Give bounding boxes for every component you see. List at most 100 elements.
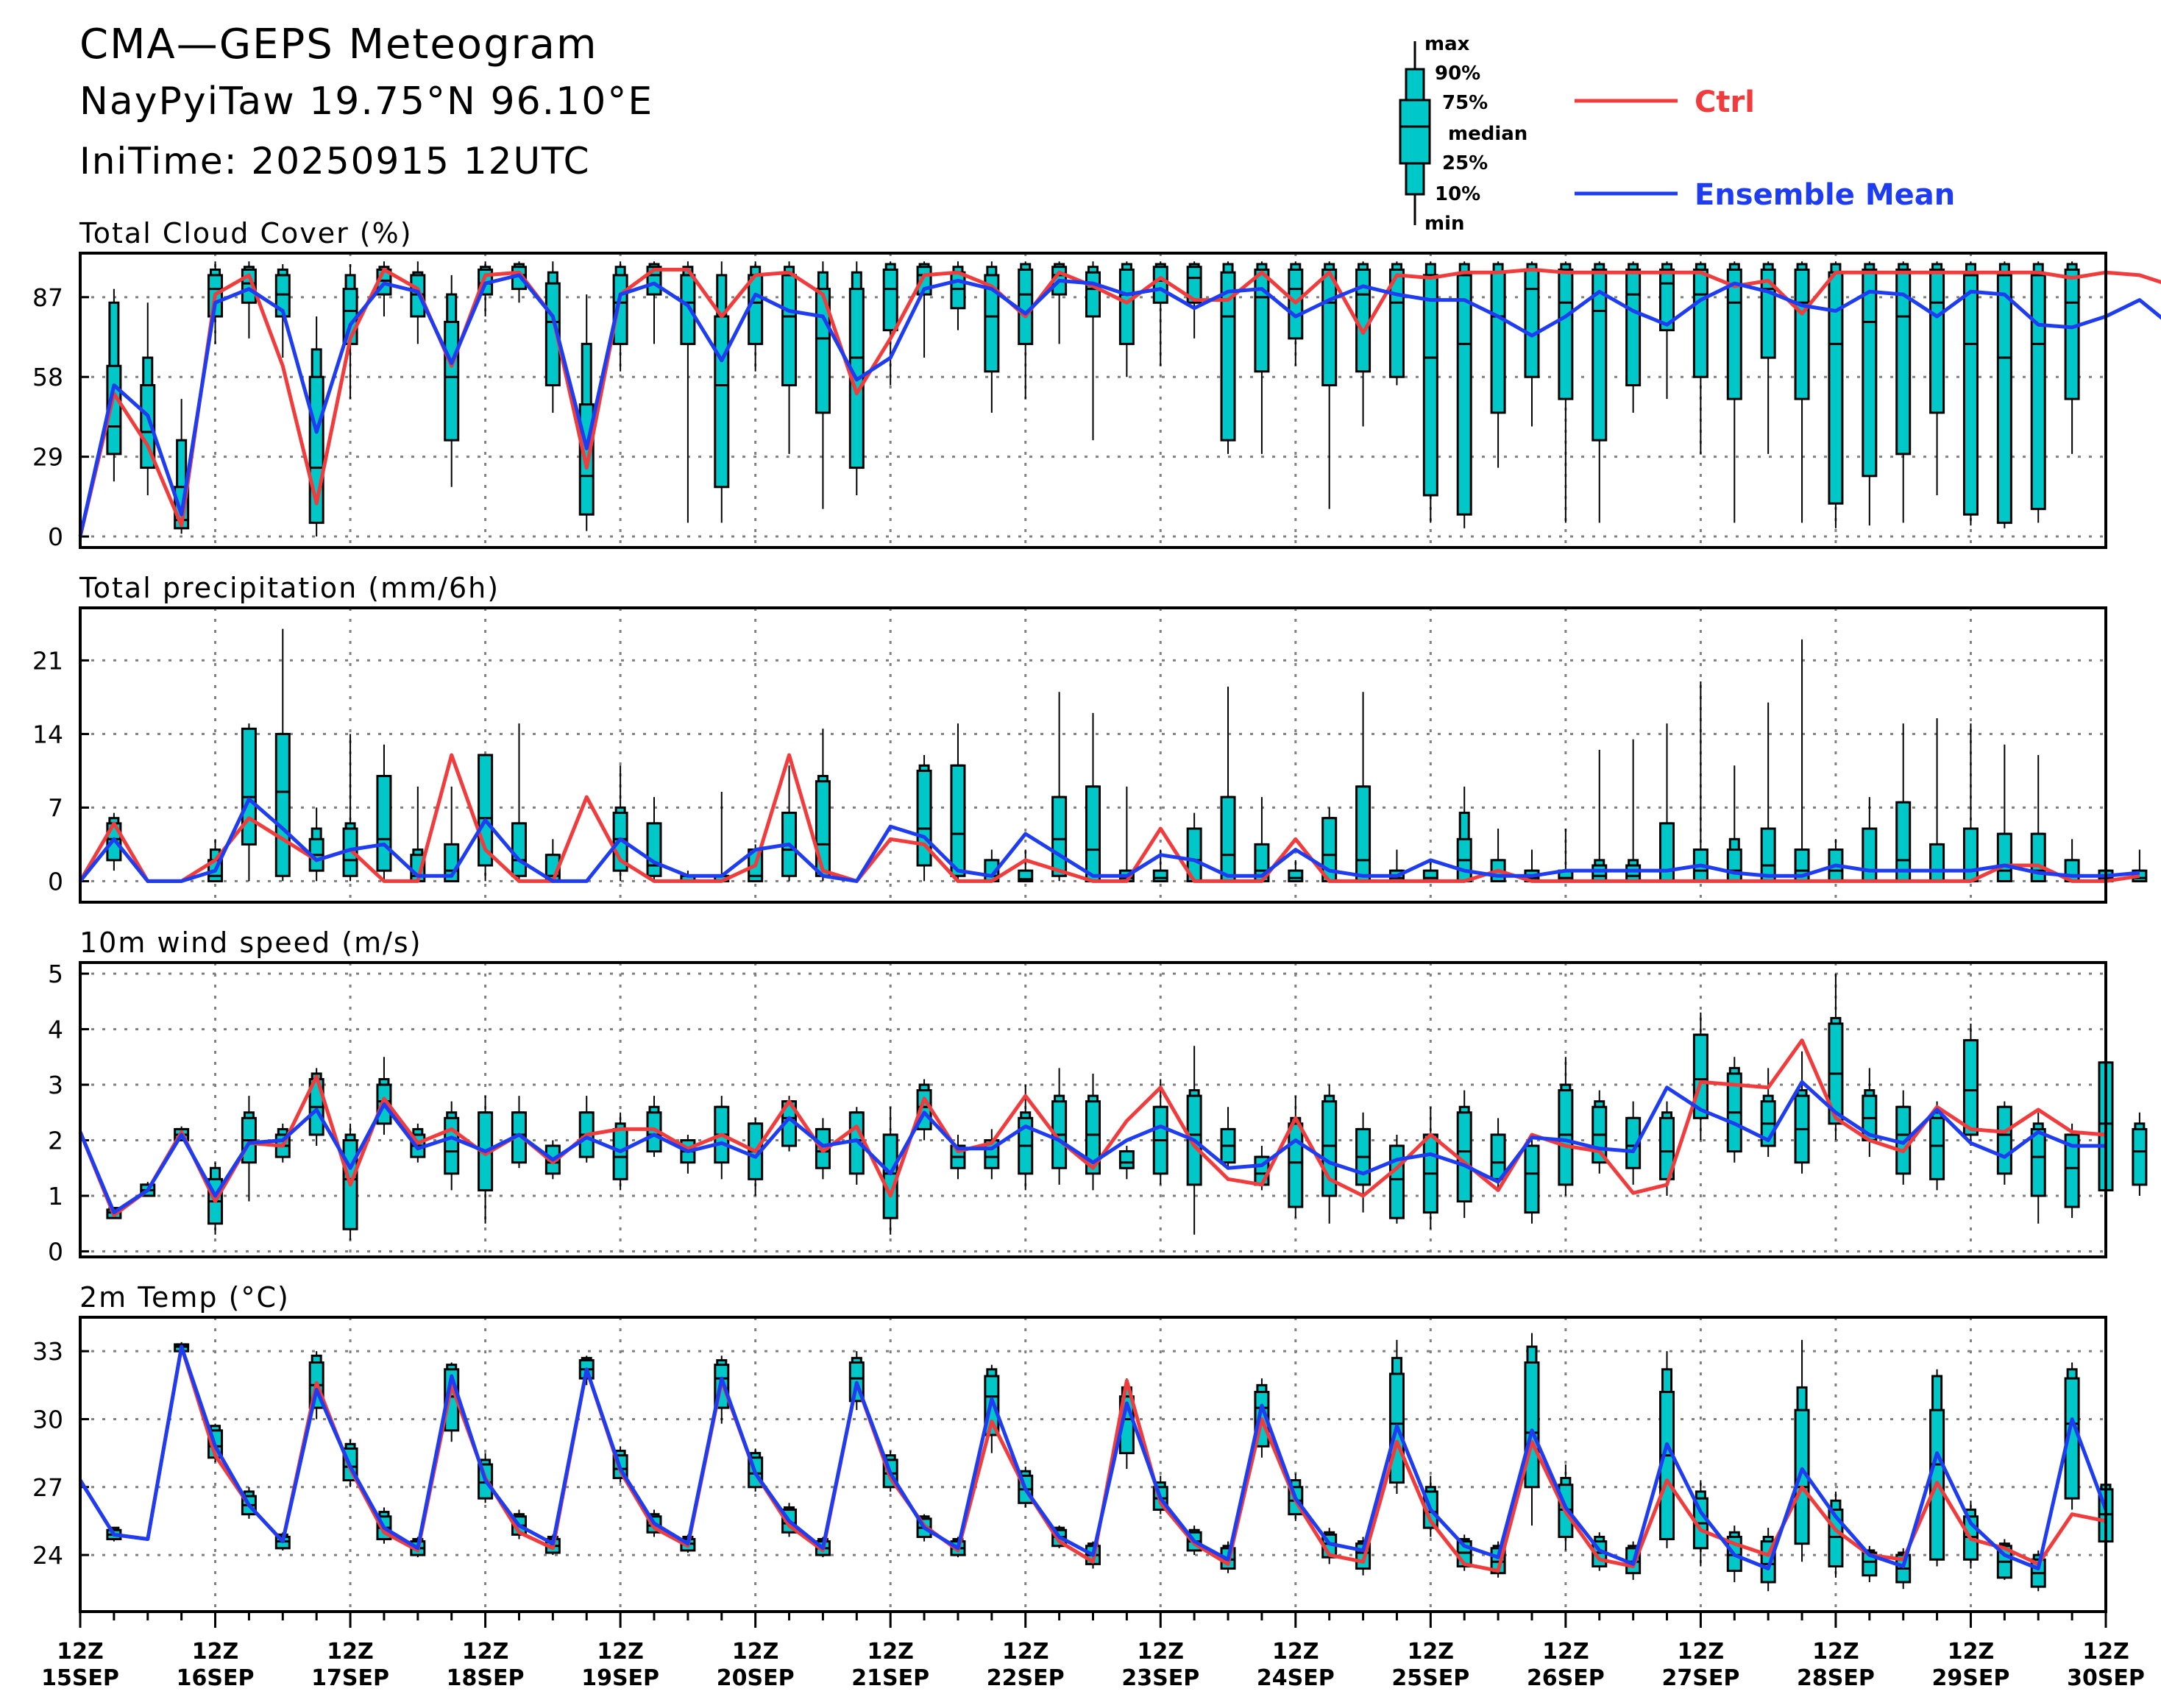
- key-label-min: min: [1424, 213, 1465, 235]
- boxplot-inner-box: [882, 1133, 898, 1219]
- boxplot: [376, 1057, 392, 1135]
- boxplot: [1490, 1118, 1506, 1191]
- y-tick-label: 0: [48, 867, 63, 896]
- boxplot: [2030, 755, 2046, 882]
- boxplot: [1388, 1339, 1405, 1494]
- boxplot-inner-box: [1726, 268, 1742, 400]
- y-tick-label: 87: [32, 283, 63, 312]
- boxplot: [1152, 1079, 1168, 1185]
- x-tick-hour: 12Z: [2082, 1639, 2129, 1665]
- boxplot: [1895, 261, 1912, 523]
- x-tick-date: 19SEP: [581, 1665, 659, 1691]
- boxplot-inner-box: [511, 822, 527, 877]
- boxplot: [1288, 860, 1304, 882]
- x-tick-date: 16SEP: [177, 1665, 255, 1691]
- boxplot: [1220, 1107, 1236, 1169]
- boxplot-inner-box: [1929, 268, 1945, 414]
- boxplot: [1828, 839, 1844, 882]
- boxplot-inner-box: [140, 383, 156, 469]
- x-tick-hour: 12Z: [867, 1639, 914, 1665]
- boxplot: [1118, 261, 1135, 378]
- boxplot: [376, 744, 392, 882]
- x-tick-hour: 12Z: [732, 1639, 779, 1665]
- boxplot: [1388, 1134, 1405, 1224]
- boxplot-inner-box: [1996, 274, 2012, 524]
- boxplot-inner-box: [1692, 268, 1708, 378]
- boxplot: [1692, 681, 1708, 882]
- boxplot-inner-box: [444, 320, 460, 442]
- x-tick-hour: 12Z: [1542, 1639, 1589, 1665]
- y-tick-label: 0: [48, 1237, 63, 1266]
- boxplot-inner-box: [1962, 1039, 1979, 1136]
- boxplot: [1659, 723, 1675, 882]
- boxplot: [1051, 1068, 1068, 1185]
- boxplot-inner-box: [1220, 271, 1236, 442]
- boxplot-inner-box: [2030, 1127, 2046, 1197]
- boxplot: [848, 261, 865, 495]
- boxplot: [1962, 261, 1979, 526]
- panel-cloud: Total Cloud Cover (%) 0 29 58 87: [32, 217, 2161, 551]
- boxplot: [1962, 1024, 1979, 1147]
- boxplot: [1220, 261, 1236, 454]
- x-tick-hour: 12Z: [1138, 1639, 1185, 1665]
- boxplot-inner-box: [1996, 832, 2012, 882]
- x-tick-date: 22SEP: [987, 1665, 1065, 1691]
- y-tick-label: 4: [48, 1016, 63, 1044]
- boxplot: [478, 1096, 494, 1224]
- boxplot-inner-box: [1186, 266, 1202, 304]
- boxplot: [1592, 261, 1608, 523]
- x-tick-hour: 12Z: [1812, 1639, 1859, 1665]
- ctrl-legend-label: Ctrl: [1695, 85, 1755, 119]
- y-tick-label: 2: [48, 1127, 63, 1155]
- panel-frame: [79, 961, 2107, 1258]
- boxplot: [1085, 712, 1101, 882]
- panel-temp: 2m Temp (°C) 24 27 30 33: [32, 1281, 2114, 1613]
- boxplot-inner-box: [1524, 1144, 1540, 1214]
- x-tick-date: 23SEP: [1121, 1665, 1199, 1691]
- boxplot: [646, 797, 662, 882]
- y-tick-label: 21: [32, 646, 63, 675]
- boxplot: [1558, 261, 1574, 523]
- boxplot-inner-box: [1524, 268, 1540, 378]
- boxplot: [680, 261, 696, 523]
- boxplot: [1895, 1090, 1912, 1185]
- boxplot: [1254, 797, 1270, 882]
- key-label-median: median: [1448, 123, 1527, 145]
- ctrl-series-line: [78, 267, 2161, 537]
- boxplot-inner-box: [1085, 785, 1101, 882]
- mean-legend-label: Ensemble Mean: [1695, 178, 1955, 212]
- init-time: IniTime: 20250915 12UTC: [79, 140, 591, 183]
- boxplot-inner-box: [1388, 1144, 1405, 1219]
- x-tick-date: 26SEP: [1527, 1665, 1605, 1691]
- boxplot: [1794, 639, 1810, 882]
- x-tick-hour: 12Z: [462, 1639, 509, 1665]
- y-tick-label: 14: [32, 720, 63, 748]
- boxplot-inner-box: [1929, 1116, 1945, 1180]
- boxplot: [1726, 765, 1742, 882]
- boxplot: [2064, 261, 2080, 454]
- boxplot-inner-box: [241, 727, 257, 846]
- boxplot-inner-box: [748, 274, 764, 345]
- x-tick-hour: 12Z: [1272, 1639, 1319, 1665]
- boxplot-inner-box: [1862, 268, 1878, 478]
- boxplot: [950, 723, 966, 882]
- boxplot: [140, 302, 156, 495]
- key-label-p90: 90%: [1435, 63, 1480, 85]
- boxplot: [544, 261, 561, 413]
- boxplot: [1862, 1068, 1878, 1158]
- boxplot: [1828, 974, 1844, 1141]
- boxplot: [1558, 829, 1574, 882]
- x-tick-date: 20SEP: [717, 1665, 795, 1691]
- boxplot: [1929, 1101, 1945, 1191]
- x-axis: 12Z15SEP12Z16SEP12Z17SEP12Z18SEP12Z19SEP…: [41, 1612, 2145, 1691]
- boxplot: [1118, 786, 1135, 882]
- boxplot-inner-box: [1659, 822, 1675, 882]
- boxplot: [1592, 749, 1608, 882]
- panel-precip: Total precipitation (mm/6h) 0 7 14 21: [32, 572, 2148, 904]
- boxplot: [2132, 1112, 2148, 1196]
- boxplot-inner-box: [984, 274, 1000, 373]
- x-tick-date: 29SEP: [1932, 1665, 2010, 1691]
- panel-wind: 10m wind speed (m/s) 0 1 2 3 4 5: [48, 926, 2148, 1266]
- boxplot: [444, 786, 460, 882]
- boxplot: [882, 261, 898, 386]
